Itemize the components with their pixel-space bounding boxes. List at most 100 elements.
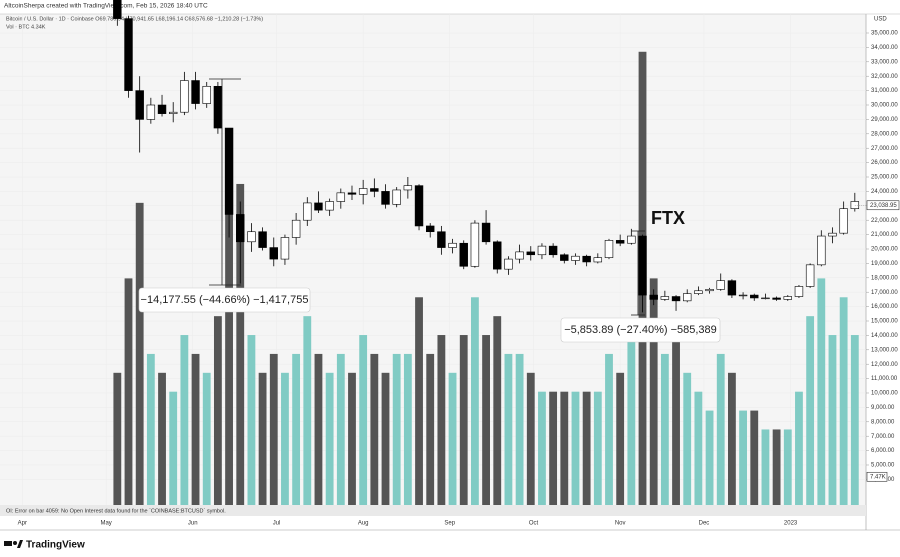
x-tick-label: Oct — [529, 521, 539, 527]
candle-body — [548, 245, 558, 256]
volume-bar — [158, 372, 166, 505]
candle-body — [615, 240, 625, 244]
candle-body — [537, 245, 547, 256]
candle-body — [783, 296, 792, 300]
candle-body — [761, 297, 770, 300]
candle-body — [124, 18, 133, 91]
y-tick-label: 27,000.00 — [871, 146, 898, 152]
volume-bar — [191, 353, 200, 505]
volume-bar — [549, 391, 558, 505]
candle-body — [571, 255, 580, 261]
candle-body — [504, 258, 513, 270]
volume-bar — [482, 335, 490, 505]
volume-bar — [124, 278, 133, 505]
y-tick-label: 15,000.00 — [871, 319, 898, 325]
candle-body — [671, 296, 681, 302]
measure-label: −14,177.55 (−44.66%) −1,417,755 — [141, 294, 309, 306]
candle-body — [772, 297, 781, 300]
measure-1 — [209, 78, 241, 286]
candle-body — [425, 225, 435, 233]
candle-body — [817, 235, 826, 266]
volume-bar — [113, 372, 122, 505]
x-tick-label: Nov — [615, 521, 626, 527]
x-tick-label: 2023 — [784, 521, 798, 527]
volume-bar — [459, 335, 468, 505]
volume-bar — [515, 353, 524, 505]
volume-bar — [593, 391, 602, 505]
volume-legend: Vol · BTC 4.34K — [6, 24, 46, 30]
candle-body — [370, 188, 379, 192]
logo-mark — [17, 540, 23, 548]
y-tick-label: 24,000.00 — [871, 189, 898, 195]
candle-body — [247, 231, 256, 243]
volume-bar — [739, 410, 747, 505]
status-bar — [0, 505, 866, 516]
volume-bar — [370, 353, 379, 505]
volume-bar — [381, 372, 390, 505]
candle-layer — [113, 0, 860, 313]
volume-layer — [113, 51, 859, 506]
volume-bar — [169, 391, 178, 505]
volume-bar — [761, 429, 770, 505]
candle-body — [135, 90, 144, 120]
measure-2 — [631, 230, 645, 316]
y-tick-label: 18,000.00 — [871, 275, 898, 281]
volume-bar — [146, 353, 155, 505]
y-tick-label: 19,000.00 — [871, 261, 898, 267]
candle-body — [604, 240, 614, 258]
candle-body — [157, 104, 167, 114]
candle-body — [448, 242, 457, 248]
volume-bar — [660, 353, 669, 505]
candle-body — [437, 231, 446, 248]
annotation: FTX — [651, 208, 685, 228]
candle-body — [202, 85, 211, 104]
volume-bar — [336, 353, 345, 505]
volume-bar — [202, 372, 211, 505]
candle-body — [414, 185, 424, 227]
volume-bar — [817, 278, 826, 505]
candle-body — [493, 241, 502, 270]
candle-body — [168, 111, 178, 114]
candle-body — [526, 251, 535, 256]
candle-body — [459, 242, 468, 267]
x-tick-label: Jul — [273, 521, 281, 527]
candle-body — [627, 235, 636, 244]
volume-bar — [705, 410, 714, 505]
candle-body — [515, 251, 524, 260]
volume-bar — [605, 353, 613, 505]
candle-body — [336, 192, 346, 202]
candle-body — [303, 202, 312, 221]
y-tick-label: 8,000.00 — [871, 419, 895, 425]
logo-mark — [4, 541, 12, 546]
candle-body — [694, 290, 703, 294]
candle-body — [113, 0, 122, 19]
y-tick-label: 17,000.00 — [871, 290, 898, 296]
volume-bar — [727, 372, 736, 505]
volume-bar — [348, 372, 356, 505]
y-tick-label: 35,000.00 — [871, 31, 898, 37]
candle-body — [236, 214, 245, 243]
y-tick-label: 26,000.00 — [871, 160, 898, 166]
y-tick-label: 29,000.00 — [871, 117, 898, 123]
y-tick-label: 16,000.00 — [871, 304, 898, 310]
x-tick-label: Dec — [699, 521, 710, 527]
candle-body — [839, 208, 848, 234]
volume-bar — [392, 353, 401, 505]
volume-bar — [281, 372, 289, 505]
y-tick-label: 25,000.00 — [871, 175, 898, 181]
last-volume-label: 7.47K — [870, 474, 886, 480]
x-tick-label: May — [100, 521, 111, 527]
y-tick-label: 14,000.00 — [871, 333, 898, 339]
volume-bar — [247, 335, 256, 505]
candle-body — [649, 294, 658, 300]
candle-body — [291, 219, 301, 238]
candle-body — [325, 201, 334, 211]
candle-body — [358, 188, 368, 195]
y-tick-label: 20,000.00 — [871, 247, 898, 253]
candle-body — [705, 289, 714, 292]
volume-bar — [448, 372, 457, 505]
volume-bar — [750, 410, 759, 505]
candle-body — [191, 80, 200, 104]
y-tick-label: 6,000.00 — [871, 448, 895, 454]
